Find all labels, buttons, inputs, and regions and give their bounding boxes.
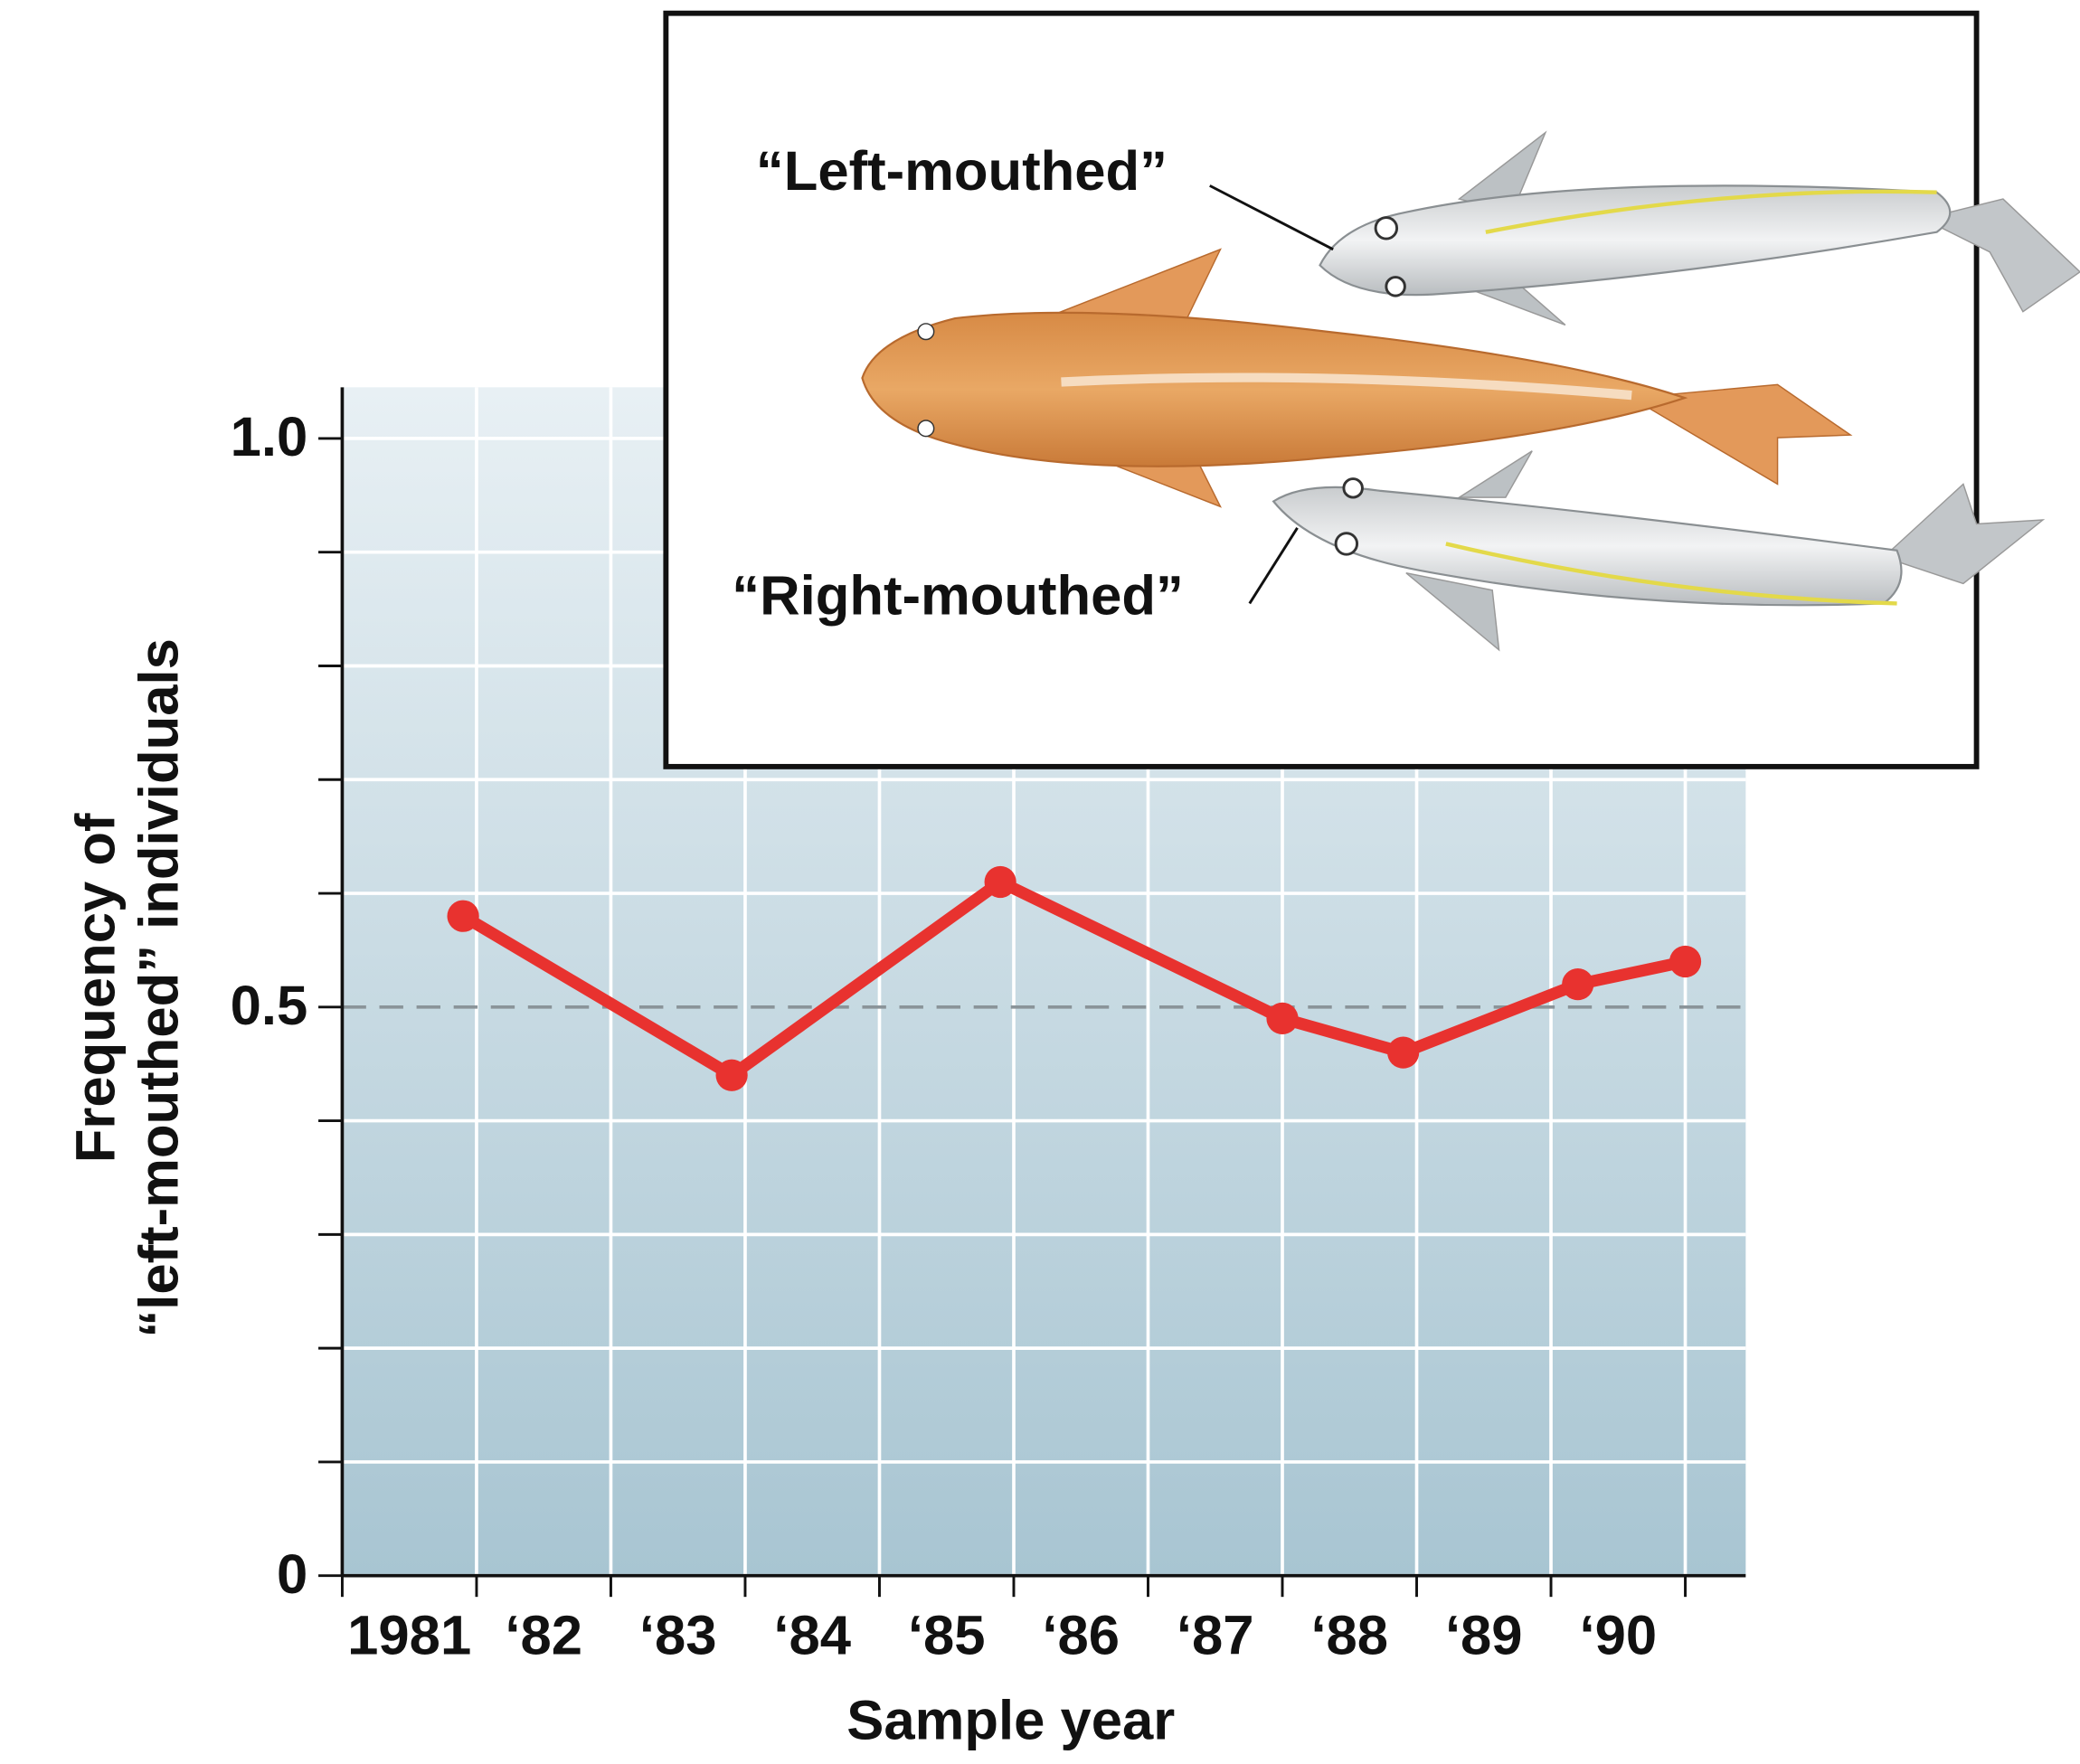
x-tick-label: ‘88	[1310, 1604, 1388, 1666]
left-mouthed-fish	[1319, 130, 2080, 326]
data-point	[984, 865, 1016, 899]
x-tick-label: 1981	[347, 1604, 471, 1666]
data-point	[447, 900, 479, 932]
y-axis-title: “left-mouthed” individuals	[128, 638, 191, 1337]
data-point	[1562, 968, 1594, 1001]
data-point	[1387, 1036, 1420, 1069]
y-tick-label: 0.5	[231, 975, 308, 1037]
leader-line	[1248, 527, 1299, 605]
right-mouthed-fish	[1272, 450, 2046, 652]
x-tick-label: ‘83	[639, 1604, 717, 1666]
x-tick-label: ‘84	[773, 1604, 851, 1666]
x-tick-label: ‘87	[1177, 1604, 1254, 1666]
x-axis-title: Sample year	[846, 1689, 1175, 1751]
orange-fish	[861, 248, 1853, 508]
inset: “Left-mouthed” “Right-mouthed”	[663, 10, 2080, 769]
data-point	[1669, 945, 1702, 978]
x-tick-label: ‘86	[1042, 1604, 1120, 1666]
series	[447, 865, 1702, 1091]
x-tick-label: ‘90	[1579, 1604, 1657, 1666]
leader-line	[1209, 184, 1334, 251]
x-tick-label: ‘89	[1445, 1604, 1523, 1666]
y-tick-label: 0	[277, 1543, 307, 1606]
data-point	[1266, 1002, 1299, 1034]
inset-label: “Left-mouthed”	[756, 140, 1168, 203]
inset-label: “Right-mouthed”	[732, 564, 1183, 627]
y-tick-label: 1.0	[231, 406, 308, 468]
data-point	[715, 1059, 748, 1091]
y-axis-title: Frequency of	[64, 813, 127, 1163]
x-tick-label: ‘82	[505, 1604, 582, 1666]
x-tick-label: ‘85	[908, 1604, 986, 1666]
